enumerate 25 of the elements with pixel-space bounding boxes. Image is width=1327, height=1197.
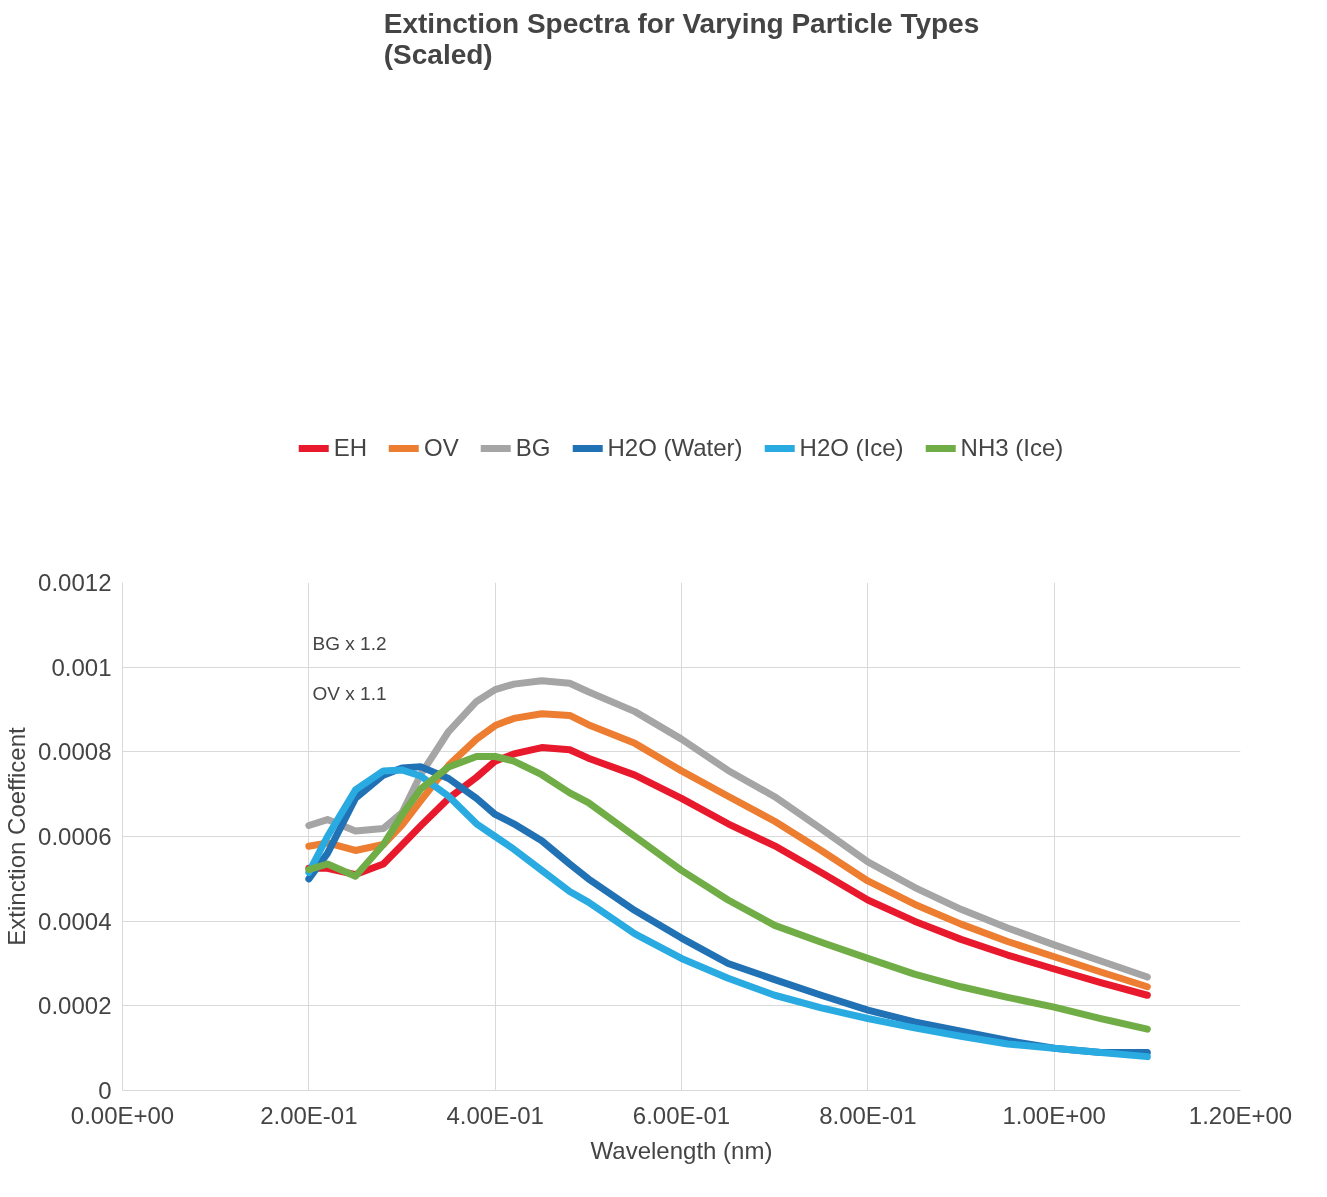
y-tick-label: 0 bbox=[98, 1077, 112, 1104]
y-tick-label: 0.0004 bbox=[38, 907, 112, 935]
x-tick-label: 2.00E-01 bbox=[260, 1101, 358, 1129]
legend-label: H2O (Water) bbox=[607, 434, 743, 462]
y-tick-label: 0.0006 bbox=[38, 823, 112, 850]
y-tick-label: 0.0002 bbox=[38, 992, 112, 1020]
legend-label: H2O (Ice) bbox=[799, 434, 904, 462]
x-tick-label: 4.00E-01 bbox=[446, 1101, 544, 1129]
x-tick-label: 0.00E+00 bbox=[70, 1101, 175, 1129]
annotation: OV x 1.1 bbox=[312, 683, 387, 705]
y-tick-label: 0.0012 bbox=[38, 569, 112, 596]
y-tick-label: 0.0008 bbox=[38, 738, 112, 766]
legend-label: OV bbox=[424, 434, 459, 462]
annotation: BG x 1.2 bbox=[312, 632, 387, 654]
chart-title: Extinction Spectra for Varying Particle Types (Scaled) bbox=[383, 7, 980, 70]
legend-label: NH3 (Ice) bbox=[960, 434, 1064, 462]
x-tick-label: 1.20E+00 bbox=[1188, 1101, 1293, 1129]
y-tick-label: 0.001 bbox=[51, 653, 112, 681]
x-axis-title: Wavelength (nm) bbox=[590, 1136, 773, 1164]
legend-label: EH bbox=[333, 434, 368, 462]
legend-label: BG bbox=[515, 434, 551, 462]
y-axis-title: Extinction Coefficent bbox=[3, 727, 31, 946]
x-tick-label: 8.00E-01 bbox=[819, 1101, 917, 1129]
x-tick-label: 6.00E-01 bbox=[632, 1101, 731, 1129]
x-tick-label: 1.00E+00 bbox=[1002, 1101, 1106, 1129]
